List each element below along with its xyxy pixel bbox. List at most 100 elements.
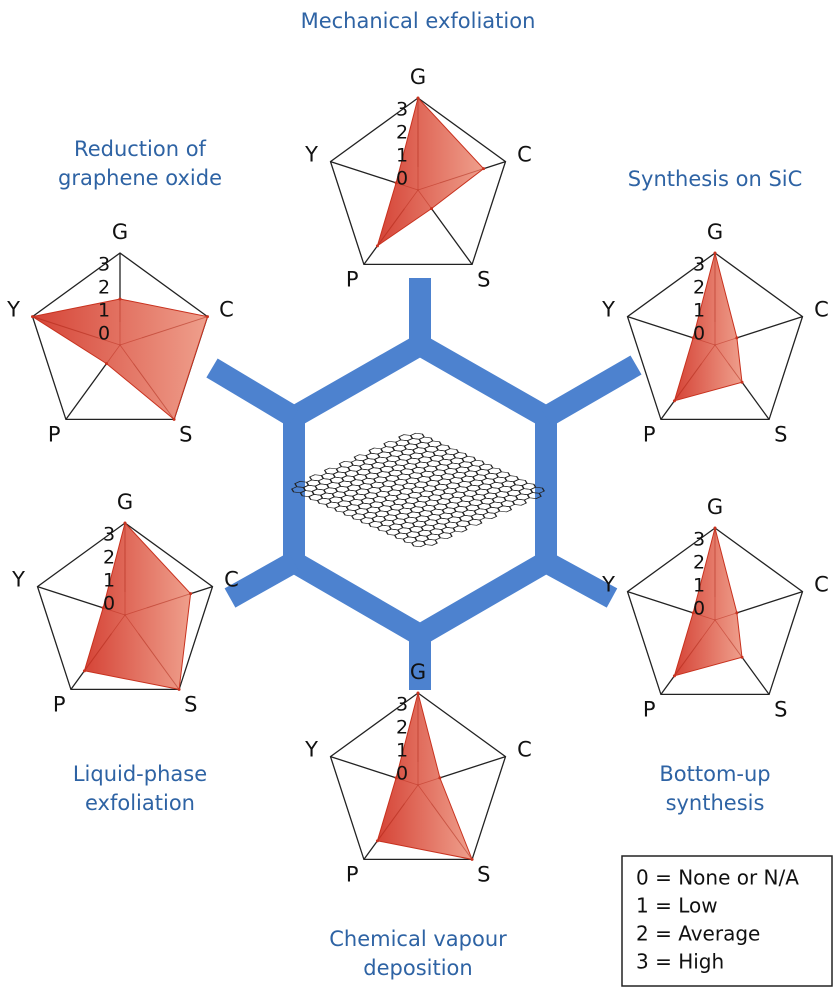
spoke	[37, 585, 104, 609]
axis-label: C	[814, 297, 829, 321]
data-area	[673, 252, 743, 402]
spoke	[439, 755, 506, 779]
tick-label: 2	[396, 122, 408, 144]
data-point	[394, 776, 398, 780]
tick-label: 2	[103, 547, 115, 569]
tick-label: 2	[693, 552, 705, 574]
legend-item: 2 = Average	[636, 922, 760, 946]
hexagon-frame	[206, 278, 642, 690]
lattice-grid	[291, 432, 545, 548]
data-point	[394, 181, 398, 185]
axis-label: C	[219, 297, 234, 321]
axis-label: G	[112, 220, 128, 244]
data-point	[205, 315, 209, 319]
data-point	[438, 776, 442, 780]
facet-edge	[124, 614, 180, 690]
tick-label: 2	[693, 277, 705, 299]
facet-edge	[124, 593, 191, 616]
tick-label: 3	[396, 99, 408, 121]
legend-item: 1 = Low	[636, 894, 718, 918]
data-point	[470, 857, 474, 861]
data-point	[691, 336, 695, 340]
axis-label: P	[346, 863, 359, 887]
data-point	[123, 521, 127, 525]
facet-edge	[417, 784, 473, 860]
tick-label: 1	[98, 300, 110, 322]
facet-edge	[693, 612, 716, 621]
legend-box	[621, 855, 833, 987]
axis-label: S	[477, 268, 490, 292]
axis-label: P	[53, 693, 66, 717]
facet-edge	[693, 337, 716, 346]
facet-edge	[84, 614, 126, 672]
spoke	[430, 208, 473, 265]
data-area	[83, 521, 192, 690]
facet-edge	[103, 607, 126, 616]
facet-edge	[377, 189, 419, 247]
facet-edge	[396, 182, 419, 191]
spoke	[330, 160, 397, 184]
data-point	[82, 669, 86, 673]
tick-label: 0	[103, 593, 115, 615]
tick-label: 1	[103, 570, 115, 592]
facet-edge	[417, 189, 432, 209]
axis-label: Y	[601, 297, 615, 321]
spoke	[627, 315, 694, 339]
tick-label: 3	[98, 254, 110, 276]
tick-label: 0	[98, 323, 110, 345]
data-point	[740, 380, 744, 384]
facet-edge	[674, 344, 716, 402]
legend-item: 3 = High	[636, 950, 724, 974]
spoke	[736, 590, 803, 614]
spoke	[736, 315, 803, 339]
data-point	[691, 611, 695, 615]
axis-label: G	[410, 65, 426, 89]
axis-label: G	[707, 220, 723, 244]
axis-label: G	[117, 490, 133, 514]
facet-edge	[417, 168, 484, 191]
tick-label: 0	[693, 323, 705, 345]
spoke	[627, 590, 694, 614]
axis-label: S	[774, 698, 787, 722]
tick-label: 2	[396, 717, 408, 739]
lattice-cell	[411, 540, 427, 548]
facet-edge	[396, 777, 419, 786]
data-point	[482, 167, 486, 171]
axis-label: C	[517, 142, 532, 166]
axis-label: Y	[304, 142, 318, 166]
data-point	[416, 691, 420, 695]
facet-edge	[714, 612, 737, 621]
spoke	[330, 755, 397, 779]
data-point	[713, 526, 717, 530]
data-point	[104, 362, 108, 366]
legend-item: 0 = None or N/A	[636, 866, 799, 890]
data-point	[101, 606, 105, 610]
data-point	[172, 417, 176, 421]
axis-label: P	[346, 268, 359, 292]
data-point	[118, 297, 122, 301]
axis-label: Y	[11, 567, 25, 591]
facet-edge	[714, 337, 737, 346]
axis-label: Y	[6, 297, 20, 321]
axis-label: Y	[601, 572, 615, 596]
data-point	[672, 399, 676, 403]
tick-label: 1	[396, 145, 408, 167]
facet-edge	[106, 344, 121, 364]
tick-label: 3	[693, 529, 705, 551]
chart-title: Reduction of	[74, 137, 207, 161]
chart-title: Bottom-up	[659, 762, 770, 786]
axis-label: P	[643, 423, 656, 447]
data-point	[189, 592, 193, 596]
chart-title: graphene oxide	[58, 166, 222, 190]
tick-label: 1	[693, 300, 705, 322]
axis-label: P	[643, 698, 656, 722]
axis-label: G	[707, 495, 723, 519]
data-point	[177, 687, 181, 691]
chart-title: Liquid-phase	[73, 762, 207, 786]
tick-label: 3	[693, 254, 705, 276]
axis-label: S	[477, 863, 490, 887]
